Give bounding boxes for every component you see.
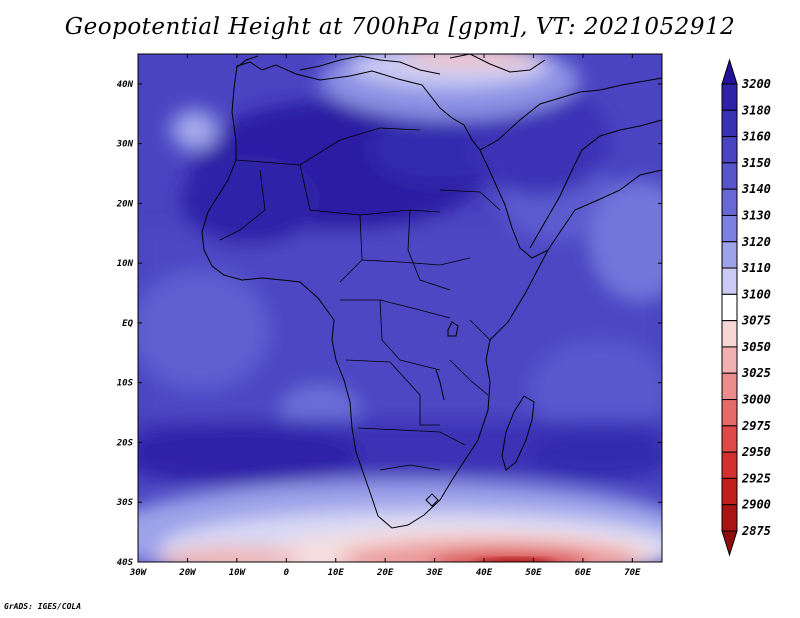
lon-tick-label: 30E: [425, 568, 443, 578]
colorbar-label: 3000: [741, 393, 771, 407]
lon-tick-label: 10E: [328, 568, 345, 578]
lat-tick-label: 20S: [116, 438, 134, 448]
colorbar-label: 3025: [741, 366, 771, 380]
colorbar-label: 3075: [741, 314, 771, 328]
colorbar-label: 2900: [741, 498, 771, 512]
colorbar-segment: [721, 425, 738, 453]
lat-tick-label: 20N: [116, 199, 134, 209]
colorbar-label: 3100: [741, 287, 771, 301]
colorbar: 3200 3180 3160 3150 3140 3130 3120 3110 3100 3075…: [721, 58, 771, 557]
colorbar-label: 3130: [741, 208, 771, 222]
lat-tick-label: 10S: [117, 379, 134, 389]
lon-tick-label: 20W: [178, 568, 197, 578]
colorbar-label: 2925: [741, 471, 771, 485]
colorbar-label: 3180: [741, 103, 771, 117]
colorbar-top-arrow: [721, 58, 738, 85]
lat-tick-label: 30N: [116, 140, 134, 150]
colorbar-segment: [721, 320, 738, 348]
colorbar-segment: [721, 504, 738, 532]
colorbar-segment: [721, 477, 738, 506]
map-title: Geopotential Height at 700hPa [gpm], VT:…: [64, 14, 736, 40]
colorbar-label: 2875: [741, 524, 771, 538]
colorbar-label: 2975: [741, 419, 771, 433]
colorbar-label: 3200: [741, 77, 771, 91]
colorbar-bottom-arrow: [721, 530, 738, 557]
lon-tick-label: 40E: [476, 568, 493, 578]
lon-tick-label: 60E: [575, 568, 592, 578]
latitude-axis: 40N 30N 20N 10N EQ 10S 20S 30S 40S: [116, 80, 662, 568]
lat-tick-label: 30S: [116, 498, 134, 508]
lat-tick-label: 40S: [117, 558, 134, 568]
colorbar-label: 3160: [741, 130, 771, 144]
colorbar-segment: [721, 372, 738, 401]
colorbar-label: 3050: [741, 340, 771, 354]
longitude-axis: 30W 20W 10W 0 10E 20E 30E 40E 50E 60E 70E: [129, 54, 641, 578]
colorbar-segment: [721, 83, 738, 111]
lon-tick-label: 70E: [624, 568, 641, 578]
colorbar-segment: [721, 188, 738, 216]
colorbar-segment: [721, 451, 738, 479]
colorbar-segment: [721, 162, 738, 190]
colorbar-label: 2950: [741, 445, 771, 459]
coastline-outlines: [201, 54, 662, 529]
lon-tick-label: 50E: [525, 568, 542, 578]
country-borders: [219, 127, 501, 471]
lat-tick-label: 10N: [117, 259, 134, 269]
colorbar-segment: [721, 399, 738, 427]
colorbar-label: 3150: [741, 156, 771, 170]
colorbar-segment: [721, 346, 738, 374]
credit-text: GrADS: IGES/COLA: [4, 602, 82, 611]
colorbar-segment: [721, 241, 738, 269]
lon-tick-label: 10W: [229, 568, 247, 578]
geopotential-height-field: [138, 54, 662, 562]
colorbar-label: 3140: [741, 182, 771, 196]
colorbar-label: 3120: [741, 235, 771, 249]
lat-tick-label: 40N: [117, 80, 134, 90]
plot-frame: [137, 53, 663, 563]
colorbar-label: 3110: [741, 261, 771, 275]
lon-tick-label: 20E: [376, 568, 394, 578]
lon-tick-label: 30W: [129, 568, 148, 578]
lon-tick-label: 0: [284, 568, 290, 578]
colorbar-segment: [721, 109, 738, 138]
colorbar-segment: [721, 214, 738, 243]
colorbar-segment: [721, 136, 738, 164]
colorbar-segment: [721, 293, 738, 322]
colorbar-segment: [721, 267, 738, 295]
lat-tick-label: EQ: [122, 319, 133, 329]
